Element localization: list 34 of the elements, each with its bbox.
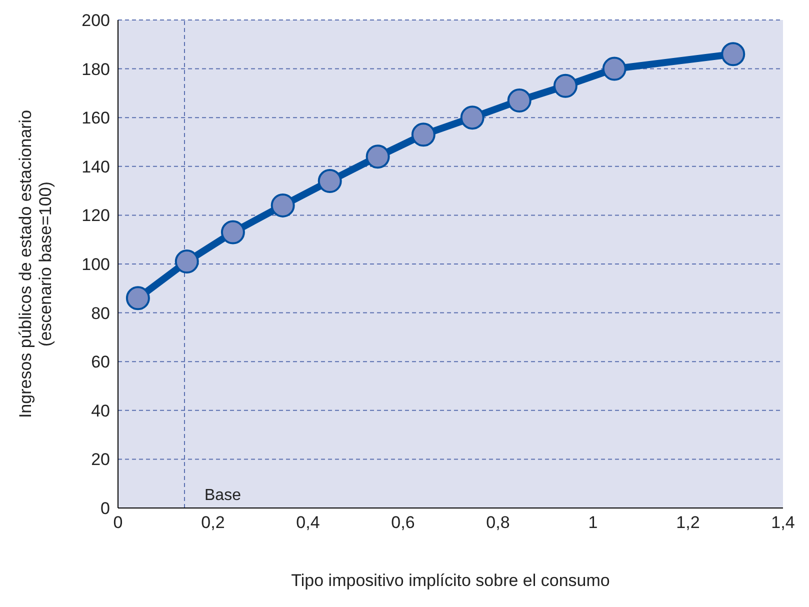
point <box>507 88 532 113</box>
y-tick-label: 140 <box>82 157 110 176</box>
point <box>460 106 484 130</box>
y-axis-title: Ingresos públicos de estado estacionario (escenario base=100) <box>16 110 55 418</box>
x-tick-label: 1 <box>588 513 598 532</box>
point <box>602 56 626 81</box>
y-tick-label: 200 <box>82 11 110 30</box>
point <box>270 193 295 218</box>
y-tick-label: 60 <box>91 352 110 372</box>
point <box>126 286 150 310</box>
x-tick-label: 0,6 <box>391 513 415 532</box>
point <box>366 144 390 169</box>
point <box>411 122 436 147</box>
y-tick-label: 100 <box>82 255 110 274</box>
x-tick-label: 0,8 <box>486 513 510 532</box>
y-tick-label: 0 <box>100 499 110 518</box>
point <box>318 169 342 194</box>
y-tick-label: 80 <box>91 304 110 323</box>
x-tick-label: 0,4 <box>296 513 320 532</box>
y-tick-label: 180 <box>82 60 110 79</box>
x-tick-label: 0 <box>113 513 123 532</box>
point <box>220 220 245 244</box>
x-tick-label: 1,4 <box>771 513 795 532</box>
y-tick-label: 160 <box>82 108 110 128</box>
x-tick-label: 1,2 <box>676 513 700 532</box>
y-tick-label: 120 <box>82 206 110 226</box>
y-tick-label: 20 <box>91 450 110 470</box>
ref-line-label: Base <box>204 487 242 504</box>
x-axis-title: Tipo impositivo implícito sobre el consumo <box>291 571 610 590</box>
point <box>721 42 746 66</box>
point <box>553 74 578 98</box>
x-tick-label: 0,2 <box>201 513 225 532</box>
y-tick-label: 40 <box>91 401 110 420</box>
point <box>174 250 199 274</box>
